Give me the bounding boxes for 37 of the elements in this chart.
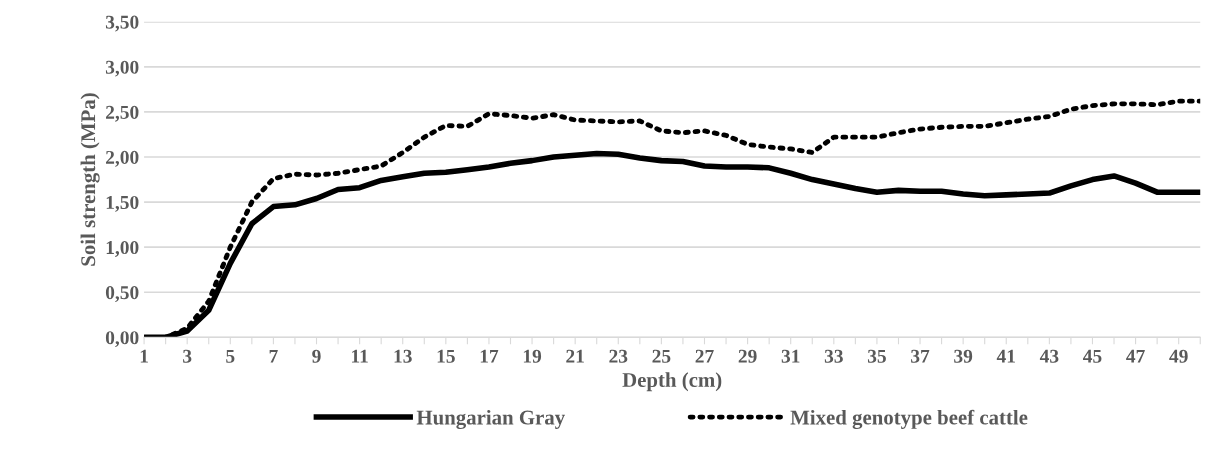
- x-tick-label: 21: [566, 349, 584, 363]
- x-tick-label: 27: [695, 349, 714, 363]
- y-tick-label: 2,50: [106, 105, 139, 122]
- x-tick-label: 47: [1126, 349, 1145, 363]
- x-axis-title: Depth (cm): [622, 372, 722, 392]
- x-tick-label: 25: [652, 349, 671, 363]
- x-tick-label: 31: [781, 349, 800, 363]
- legend-label: Hungarian Gray: [416, 409, 565, 429]
- y-tick-label: 0,00: [105, 331, 139, 348]
- x-tick-label: 37: [911, 349, 930, 363]
- x-tick-label: 23: [609, 349, 628, 363]
- y-tick-label: 0,50: [105, 286, 139, 302]
- y-tick-label: 3,00: [105, 60, 139, 77]
- x-tick-label: 39: [954, 349, 973, 363]
- x-tick-label: 41: [996, 349, 1015, 363]
- x-tick-label: 9: [312, 349, 321, 363]
- x-tick-label: 13: [394, 349, 412, 363]
- x-tick-label: 15: [437, 349, 455, 363]
- x-tick-label: 3: [183, 349, 192, 363]
- x-tick-label: 35: [867, 349, 886, 363]
- y-axis-title: Soil strength (MPa): [80, 93, 100, 266]
- x-tick-label: 11: [351, 349, 368, 363]
- y-tick-label: 3,50: [105, 15, 139, 32]
- x-tick-label: 7: [269, 349, 278, 363]
- x-tick-label: 29: [738, 349, 757, 363]
- x-tick-label: 49: [1169, 349, 1188, 363]
- y-tick-label: 2,00: [106, 150, 139, 167]
- x-tick-label: 33: [824, 349, 843, 363]
- x-tick-label: 19: [523, 349, 542, 363]
- x-tick-label: 17: [480, 349, 499, 363]
- x-tick-label: 1: [140, 349, 148, 363]
- y-tick-label: 1,00: [106, 240, 139, 257]
- y-tick-label: 1,50: [106, 195, 139, 212]
- x-tick-label: 5: [226, 349, 235, 363]
- legend-label: Mixed genotype beef cattle: [790, 409, 1028, 429]
- x-tick-label: 45: [1083, 349, 1102, 363]
- x-tick-label: 43: [1039, 349, 1059, 363]
